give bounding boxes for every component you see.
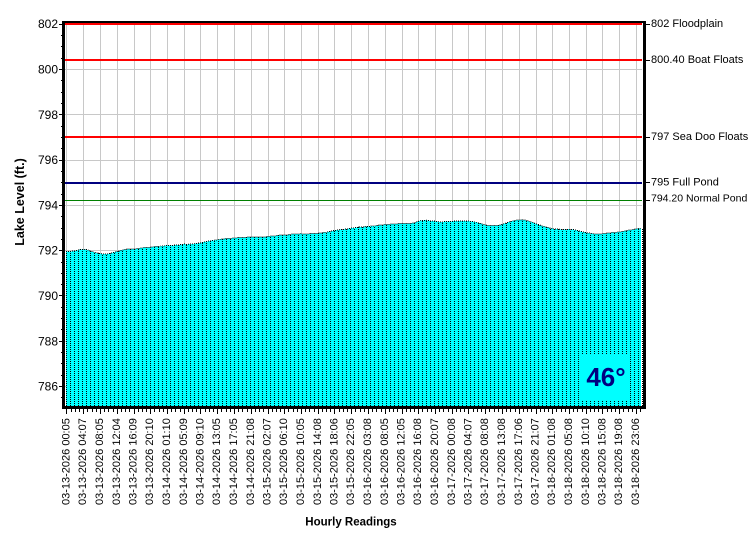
svg-text:03-16-2026 03:08: 03-16-2026 03:08	[362, 418, 374, 505]
svg-text:03-14-2026 17:05: 03-14-2026 17:05	[228, 418, 240, 505]
svg-text:03-13-2026 16:09: 03-13-2026 16:09	[128, 418, 140, 505]
svg-text:800.40 Boat Floats: 800.40 Boat Floats	[651, 54, 744, 66]
svg-text:03-17-2026 21:07: 03-17-2026 21:07	[530, 418, 542, 505]
svg-text:03-14-2026 13:05: 03-14-2026 13:05	[211, 418, 223, 505]
svg-text:03-16-2026 08:05: 03-16-2026 08:05	[379, 418, 391, 505]
svg-text:Lake Level (ft.): Lake Level (ft.)	[13, 158, 27, 246]
svg-text:796: 796	[38, 153, 58, 167]
svg-text:03-14-2026 05:09: 03-14-2026 05:09	[178, 418, 190, 505]
svg-text:797 Sea Doo Floats: 797 Sea Doo Floats	[651, 131, 749, 143]
svg-text:03-15-2026 18:06: 03-15-2026 18:06	[329, 418, 341, 505]
svg-text:802 Floodplain: 802 Floodplain	[651, 18, 723, 30]
svg-text:03-18-2026 10:10: 03-18-2026 10:10	[580, 418, 592, 505]
svg-text:792: 792	[38, 244, 58, 258]
svg-text:03-17-2026 13:08: 03-17-2026 13:08	[496, 418, 508, 505]
svg-text:03-14-2026 01:10: 03-14-2026 01:10	[161, 418, 173, 505]
svg-text:794: 794	[38, 198, 58, 212]
svg-text:03-13-2026 04:07: 03-13-2026 04:07	[77, 418, 89, 505]
svg-text:794.20 Normal Pond: 794.20 Normal Pond	[651, 193, 747, 205]
svg-text:03-17-2026 08:08: 03-17-2026 08:08	[479, 418, 491, 505]
svg-text:46°: 46°	[586, 362, 625, 392]
svg-text:03-15-2026 10:05: 03-15-2026 10:05	[295, 418, 307, 505]
svg-text:03-15-2026 22:05: 03-15-2026 22:05	[345, 418, 357, 505]
svg-text:800: 800	[38, 63, 58, 77]
svg-text:03-18-2026 05:08: 03-18-2026 05:08	[563, 418, 575, 505]
svg-text:03-18-2026 23:06: 03-18-2026 23:06	[630, 418, 642, 505]
svg-text:03-17-2026 04:07: 03-17-2026 04:07	[463, 418, 475, 505]
svg-text:03-15-2026 06:10: 03-15-2026 06:10	[278, 418, 290, 505]
svg-text:03-18-2026 19:08: 03-18-2026 19:08	[613, 418, 625, 505]
svg-text:03-18-2026 15:08: 03-18-2026 15:08	[597, 418, 609, 505]
svg-text:03-13-2026 20:10: 03-13-2026 20:10	[144, 418, 156, 505]
svg-text:03-13-2026 00:05: 03-13-2026 00:05	[61, 418, 73, 505]
svg-text:03-14-2026 09:10: 03-14-2026 09:10	[195, 418, 207, 505]
svg-text:788: 788	[38, 334, 58, 348]
svg-text:03-13-2026 12:04: 03-13-2026 12:04	[111, 418, 123, 505]
svg-text:03-17-2026 17:06: 03-17-2026 17:06	[513, 418, 525, 505]
svg-text:Hourly Readings: Hourly Readings	[305, 517, 396, 529]
svg-text:03-13-2026 08:05: 03-13-2026 08:05	[94, 418, 106, 505]
svg-text:798: 798	[38, 108, 58, 122]
svg-text:795 Full Pond: 795 Full Pond	[651, 177, 719, 189]
svg-text:03-17-2026 00:08: 03-17-2026 00:08	[446, 418, 458, 505]
svg-text:03-18-2026 01:08: 03-18-2026 01:08	[546, 418, 558, 505]
svg-text:03-15-2026 02:07: 03-15-2026 02:07	[262, 418, 274, 505]
svg-text:03-14-2026 21:08: 03-14-2026 21:08	[245, 418, 257, 505]
svg-text:802: 802	[38, 17, 58, 31]
svg-text:790: 790	[38, 289, 58, 303]
svg-text:786: 786	[38, 380, 58, 394]
svg-text:03-16-2026 20:07: 03-16-2026 20:07	[429, 418, 441, 505]
svg-text:03-15-2026 14:08: 03-15-2026 14:08	[312, 418, 324, 505]
svg-text:03-16-2026 16:08: 03-16-2026 16:08	[412, 418, 424, 505]
svg-text:03-16-2026 12:05: 03-16-2026 12:05	[396, 418, 408, 505]
